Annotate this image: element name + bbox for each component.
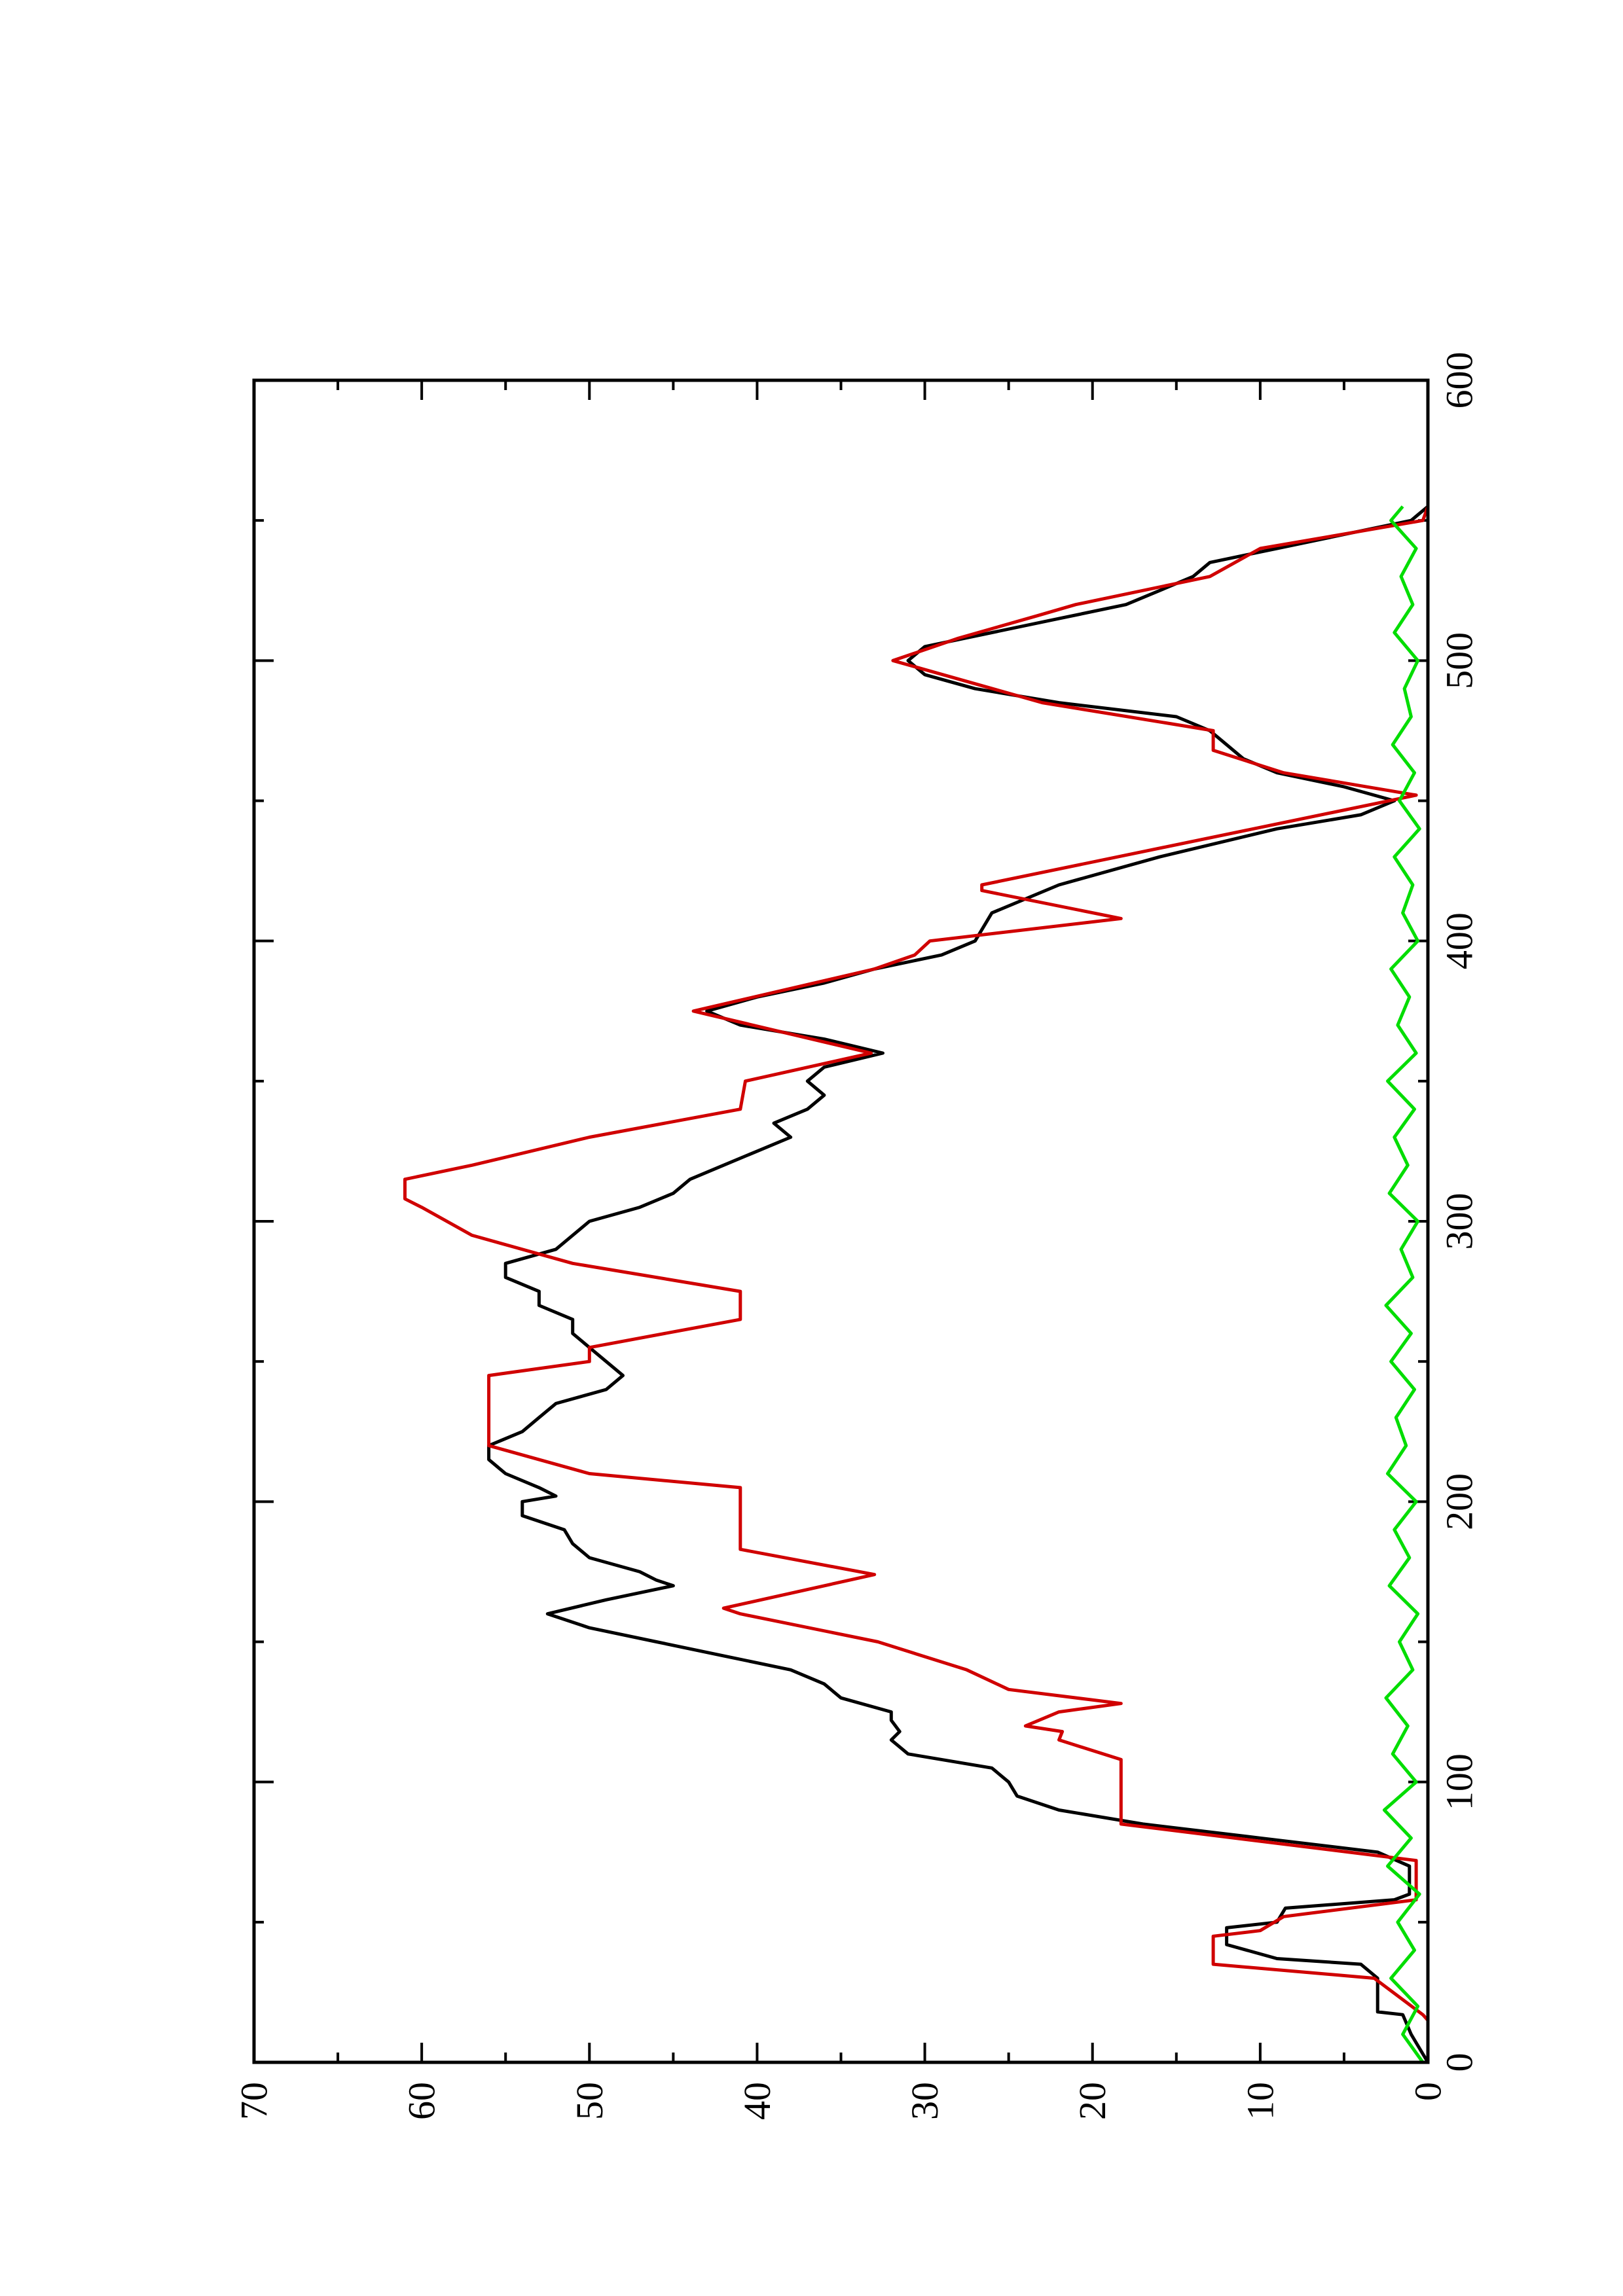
x-tick-label: 400 [1438, 912, 1481, 969]
y-tick-label: 70 [233, 2082, 276, 2120]
y-tick-label: 40 [736, 2082, 778, 2120]
series-line [403, 505, 1430, 2022]
x-tick-label: 600 [1438, 352, 1481, 409]
x-tick-label: 300 [1438, 1193, 1481, 1250]
plot-frame [252, 378, 1430, 2064]
series-line [487, 505, 1430, 2064]
y-tick-label: 10 [1239, 2082, 1281, 2120]
y-tick-label: 30 [903, 2082, 946, 2120]
x-tick-label: 500 [1438, 632, 1481, 689]
y-tick-label: 60 [401, 2082, 443, 2120]
y-tick-label: 20 [1071, 2082, 1114, 2120]
x-tick-label: 100 [1438, 1753, 1481, 1810]
series-line [1382, 505, 1425, 2064]
y-tick-label: 0 [1407, 2082, 1450, 2101]
x-tick-label: 0 [1438, 2053, 1481, 2072]
x-tick-label: 200 [1438, 1473, 1481, 1530]
y-tick-label: 50 [568, 2082, 611, 2120]
